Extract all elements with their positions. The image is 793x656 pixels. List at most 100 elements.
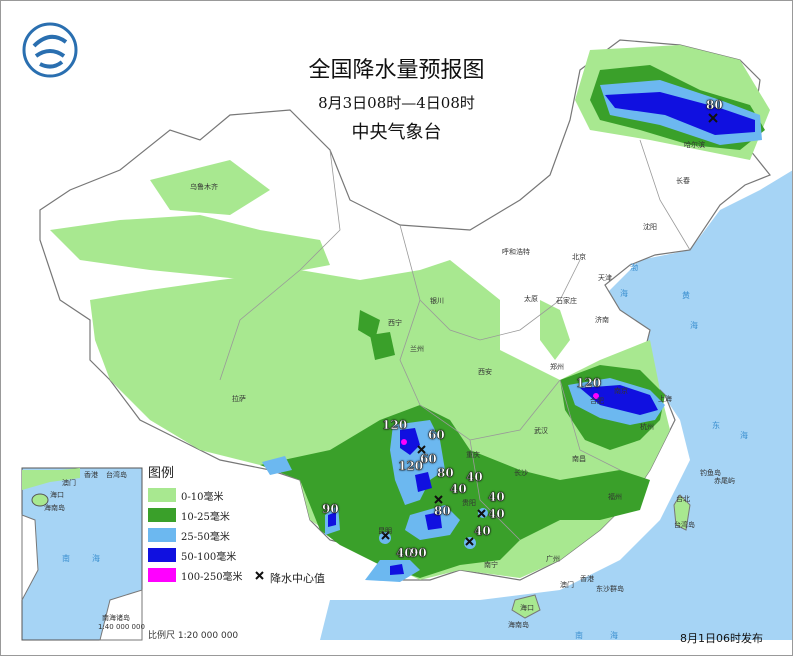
city-label: 昆明 [378,527,392,535]
rain-value: 40 [466,470,483,485]
rain-value: 60 [420,452,437,467]
sea-label: 海 [740,431,748,440]
rain-value: 90 [410,546,427,561]
sea-label: 海 [690,321,698,330]
city-label: 杭州 [640,423,654,431]
city-label: 合肥 [590,397,604,405]
city-label: 重庆 [466,451,480,459]
rain-value: 80 [706,98,723,113]
legend-swatch [148,528,176,542]
city-label: 呼和浩特 [502,248,530,256]
rain-value: 40 [396,546,413,561]
legend-swatch [148,488,176,502]
legend-label: 0-10毫米 [181,491,224,503]
hainan [511,594,541,619]
rain-value: 40 [474,524,491,539]
inset-scale: 1:40 000 000 [98,623,145,631]
legend-item: 10-25毫米 [148,505,298,525]
city-label: 广州 [546,555,560,563]
city-label: 兰州 [410,345,424,353]
legend-label: 25-50毫米 [181,531,230,543]
city-label: 赤尾屿 [714,477,735,485]
inset-label: 香港 [84,471,98,479]
city-label: 乌鲁木齐 [190,183,218,191]
city-label: 东沙群岛 [596,585,624,593]
city-label: 台湾岛 [674,521,695,529]
inset-label: 海口 [50,491,64,499]
rain-value: 80 [437,466,454,481]
inset-label: 海南岛 [44,504,65,512]
center-marker [477,509,486,518]
city-label: 郑州 [550,363,564,371]
cma-logo [22,22,78,78]
city-label: 哈尔滨 [684,141,705,149]
rain-value: 120 [576,376,602,391]
city-label: 银川 [430,297,444,305]
taiwan [673,494,691,531]
rain-value: 90 [322,502,339,517]
legend-swatch [148,568,176,582]
city-label: 南京 [614,387,628,395]
city-label: 海南岛 [508,621,529,629]
rain-value: 80 [434,504,451,519]
issuer: 中央气象台 [351,122,442,143]
city-label: 南宁 [484,561,498,569]
city-label: 沈阳 [643,223,657,231]
zone-50-100mm [328,92,755,575]
city-label: 长沙 [514,469,528,477]
legend: 图例 0-10毫米 10-25毫米 25-50毫米 50-100毫米 100-2… [148,462,298,585]
city-label: 天津 [598,274,612,282]
center-marker [381,531,390,540]
rain-value: 60 [428,428,445,443]
inset-label: 台湾岛 [106,471,127,479]
legend-swatch [148,548,176,562]
center-key-label: 降水中心值 [270,572,325,585]
zone-100-250mm [401,393,599,445]
city-label: 石家庄 [556,297,577,305]
legend-title: 图例 [148,466,175,481]
city-label: 济南 [595,316,609,324]
inset-sea-label: 南 [62,554,70,563]
rain-value: 120 [382,418,408,433]
legend-item: 100-250毫米 [148,565,298,585]
inset-hainan [31,493,49,507]
legend-item: 25-50毫米 [148,525,298,545]
legend-swatch [148,508,176,522]
rain-value: 40 [450,482,467,497]
city-label: 海口 [520,604,534,612]
rain-value: 40 [488,490,505,505]
inset-land-south [99,589,143,641]
legend-center-marker [255,571,264,580]
page-title: 全国降水量预报图 [308,58,485,83]
scale-label: 比例尺 1:20 000 000 [148,631,239,641]
rain-value: 40 [488,507,505,522]
city-label: 澳门 [560,581,574,589]
inset-land-west [21,514,39,601]
sea-area [320,170,793,640]
center-marker [434,495,443,504]
sea-label: 海 [610,631,618,640]
legend-item: 50-100毫米 [148,545,298,565]
center-marker [417,445,426,454]
rain-value: 120 [398,459,424,474]
center-marker [465,537,474,546]
legend-label: 10-25毫米 [181,511,230,523]
city-label: 福州 [608,493,622,501]
city-label: 长春 [676,177,690,185]
city-label: 贵阳 [462,499,476,507]
sea-label: 渤 [630,263,638,272]
legend-item: 0-10毫米 [148,485,298,505]
province-borders [219,139,691,541]
issued-time: 8月1日06时发布 [680,632,763,645]
inset-sea-label: 海 [92,554,100,563]
precipitation-center-markers [255,113,718,580]
city-label: 南昌 [572,455,586,463]
sea-label: 黄 [682,291,690,300]
city-label: 钓鱼岛 [700,469,721,477]
city-label: 武汉 [534,427,548,435]
city-label: 香港 [580,575,594,583]
center-marker [708,113,718,123]
legend-label: 50-100毫米 [181,551,237,563]
